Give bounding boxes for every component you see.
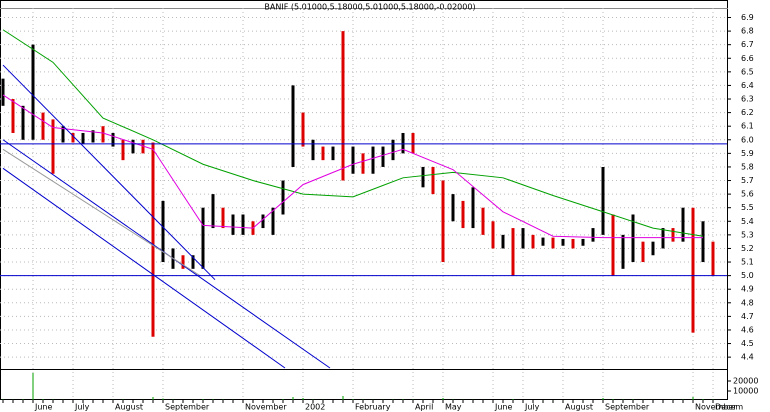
y-tick-label: 6.3 [741, 95, 754, 104]
x-tick-label: June [494, 403, 513, 412]
y-tick-label: 4.9 [741, 285, 754, 294]
y-tick-label: 5.3 [741, 230, 754, 239]
x-tick-label: July [74, 403, 90, 412]
x-tick-label: February [355, 403, 391, 412]
x-tick-label: November [695, 403, 737, 412]
plot-frame [0, 0, 728, 400]
y-tick-label: 6.9 [741, 13, 754, 22]
y-tick-label: 5.6 [741, 190, 754, 199]
x-tick-label: July [524, 403, 540, 412]
overlay-line [2, 29, 704, 237]
y-tick-label: 5.2 [741, 244, 754, 253]
y-tick-label: 5.8 [741, 162, 754, 171]
y-tick-label: 5.5 [741, 203, 754, 212]
overlay-line [2, 167, 286, 369]
x-tick-label: September [605, 403, 650, 412]
volume-tick-label: 20000 [733, 377, 758, 386]
y-tick-label: 4.4 [741, 353, 754, 362]
x-tick-label: April [415, 403, 433, 412]
y-tick-label: 6.4 [741, 81, 754, 90]
chart-title: BANIF (5.01000,5.18000,5.01000,5.18000,-… [264, 3, 475, 12]
y-tick-label: 6.7 [741, 40, 754, 49]
x-tick-label: August [565, 403, 593, 412]
x-tick-label: September [165, 403, 210, 412]
overlay-line [2, 148, 201, 277]
y-tick-label: 6.0 [741, 135, 754, 144]
y-tick-label: 5.7 [741, 176, 754, 185]
x-tick-label: June [34, 403, 53, 412]
y-tick-label: 5.1 [741, 258, 754, 267]
y-tick-label: 5.4 [741, 217, 754, 226]
y-tick-label: 5.9 [741, 149, 754, 158]
y-tick-label: 5.0 [741, 271, 754, 280]
volume-tick-label: 10000 [733, 387, 758, 396]
y-tick-label: 4.7 [741, 312, 754, 321]
overlay-line [2, 94, 703, 239]
x-tick-label: May [445, 403, 462, 412]
y-tick-label: 6.1 [741, 122, 754, 131]
y-tick-label: 4.5 [741, 339, 754, 348]
x-tick-label: Decem [715, 403, 743, 412]
y-tick-label: 4.6 [741, 325, 754, 334]
y-tick-label: 6.6 [741, 54, 754, 63]
y-tick-label: 6.2 [741, 108, 754, 117]
overlay-line [2, 64, 216, 281]
x-tick-label: August [115, 403, 143, 412]
x-tick-label: November [245, 403, 287, 412]
y-tick-label: 6.5 [741, 67, 754, 76]
x-tick-label: 2002 [305, 403, 325, 412]
y-tick-label: 4.8 [741, 298, 754, 307]
y-tick-label: 6.8 [741, 27, 754, 36]
